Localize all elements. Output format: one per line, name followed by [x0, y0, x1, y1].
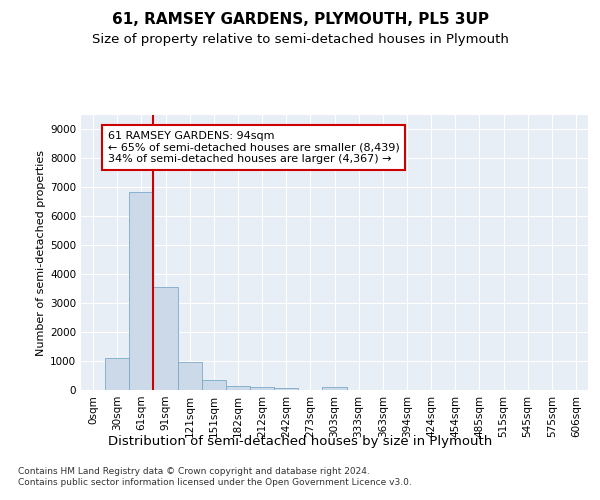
Text: 61 RAMSEY GARDENS: 94sqm
← 65% of semi-detached houses are smaller (8,439)
34% o: 61 RAMSEY GARDENS: 94sqm ← 65% of semi-d… [107, 131, 400, 164]
Bar [250, 387, 274, 390]
Bar [226, 386, 250, 390]
Bar [154, 287, 178, 390]
Text: Size of property relative to semi-detached houses in Plymouth: Size of property relative to semi-detach… [92, 32, 508, 46]
Bar [129, 192, 154, 390]
Text: 61, RAMSEY GARDENS, PLYMOUTH, PL5 3UP: 61, RAMSEY GARDENS, PLYMOUTH, PL5 3UP [112, 12, 488, 28]
Bar [202, 380, 226, 390]
Bar [178, 362, 202, 390]
Bar [274, 388, 298, 390]
Bar [322, 387, 347, 390]
Bar [105, 358, 129, 390]
Text: Contains HM Land Registry data © Crown copyright and database right 2024.
Contai: Contains HM Land Registry data © Crown c… [18, 468, 412, 487]
Y-axis label: Number of semi-detached properties: Number of semi-detached properties [36, 150, 46, 356]
Text: Distribution of semi-detached houses by size in Plymouth: Distribution of semi-detached houses by … [108, 435, 492, 448]
